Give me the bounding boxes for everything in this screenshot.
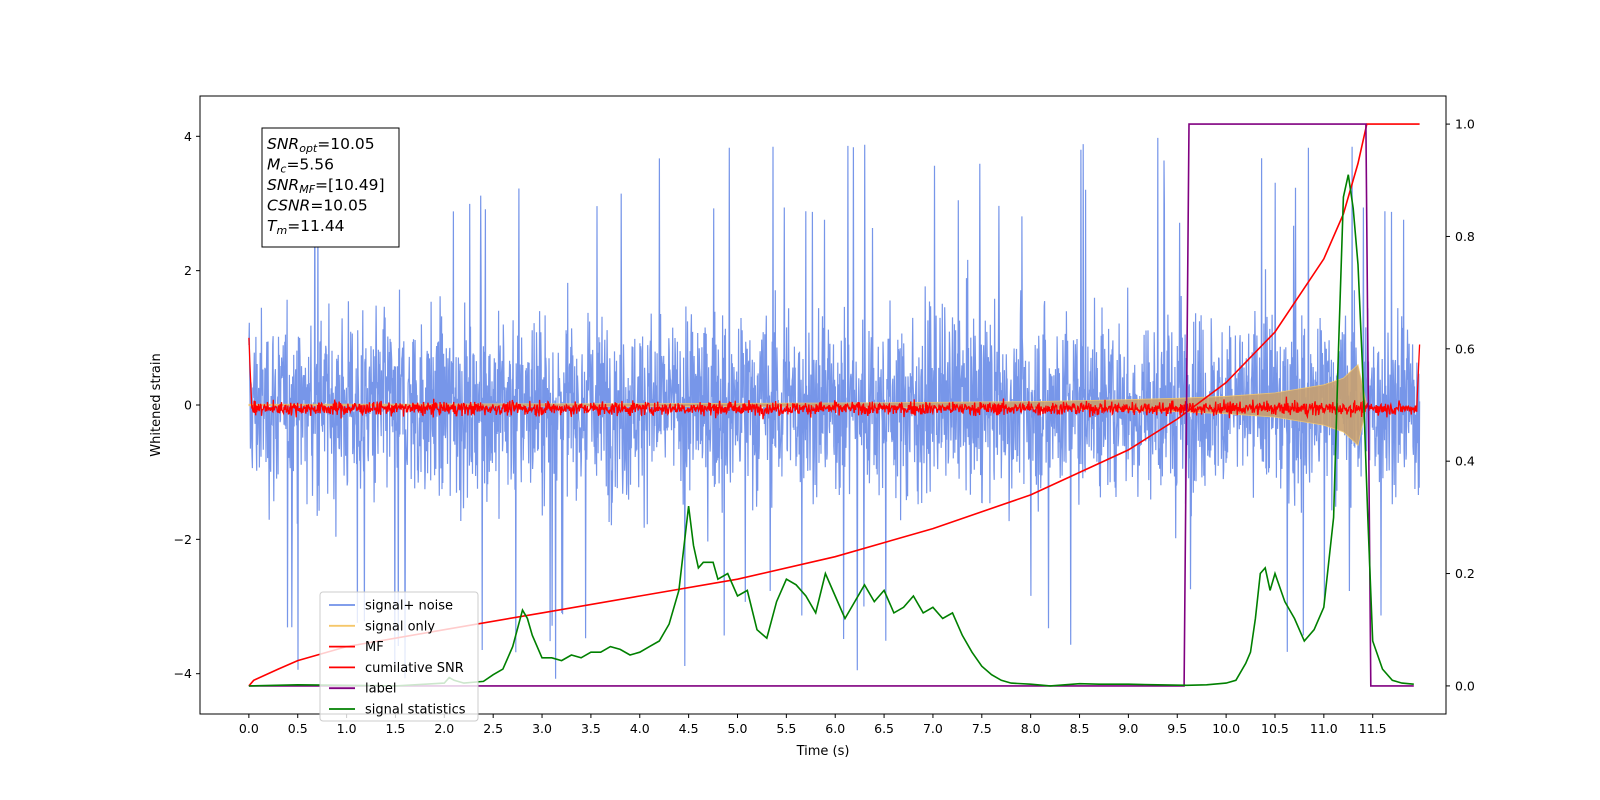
- x-tick-label: 6.5: [874, 721, 894, 736]
- series-signal-statistics: [248, 174, 1414, 687]
- x-tick-label: 10.0: [1212, 721, 1240, 736]
- x-tick-label: 2.0: [434, 721, 454, 736]
- y2-tick-label: 0.6: [1455, 341, 1475, 356]
- x-tick-label: 6.0: [825, 721, 845, 736]
- x-tick-label: 1.0: [337, 721, 357, 736]
- y-tick-label: 4: [184, 129, 192, 144]
- y2-tick-label: 0.2: [1455, 566, 1475, 581]
- legend-label: cumilative SNR: [365, 661, 464, 676]
- annotation-line: Tm=11.44: [267, 217, 345, 237]
- y2-tick-label: 0.0: [1455, 678, 1475, 693]
- y2-tick-label: 0.8: [1455, 229, 1475, 244]
- y-tick-label: −2: [174, 532, 192, 547]
- annotation-line: SNRMF=[10.49]: [267, 176, 385, 196]
- y2-tick-label: 0.4: [1455, 454, 1475, 469]
- legend: signal+ noise signal only MF cumilative SNR…: [319, 591, 479, 722]
- y-tick-label: 2: [184, 263, 192, 278]
- x-tick-label: 8.5: [1070, 721, 1090, 736]
- y-axis-label: Whitened strain: [149, 353, 164, 456]
- y2-tick-label: 1.0: [1455, 117, 1475, 132]
- legend-frame: [319, 591, 479, 722]
- y-tick-label: −4: [174, 666, 192, 681]
- y-tick-label: 0: [184, 398, 192, 413]
- x-tick-label: 7.5: [972, 721, 992, 736]
- plot-area: [248, 123, 1421, 687]
- x-tick-label: 1.5: [386, 721, 406, 736]
- series-label: [248, 123, 1414, 687]
- x-tick-label: 2.5: [483, 721, 503, 736]
- x-tick-label: 9.0: [1118, 721, 1138, 736]
- annotation-line: CSNR=10.05: [267, 197, 368, 215]
- annotation-line: SNRopt=10.05: [267, 135, 375, 155]
- x-axis-label: Time (s): [796, 744, 850, 759]
- series-mf: [248, 337, 1421, 420]
- annotation-line: Mc=5.56: [267, 156, 334, 176]
- x-tick-label: 11.0: [1310, 721, 1338, 736]
- x-tick-label: 7.0: [923, 721, 943, 736]
- legend-label: label: [365, 682, 396, 697]
- x-tick-label: 5.5: [776, 721, 796, 736]
- legend-label: MF: [365, 640, 384, 655]
- x-tick-label: 0.5: [288, 721, 308, 736]
- axes: 0.0 0.5 1.0 1.5 2.0 2.5 3.0 3.5 4.0 4.5 5.0 5.5 6.0 6…: [174, 117, 1475, 736]
- annotation-box-frame: [261, 127, 400, 248]
- x-tick-label: 0.0: [239, 721, 259, 736]
- x-tick-label: 10.5: [1261, 721, 1289, 736]
- x-tick-label: 3.0: [532, 721, 552, 736]
- stats-annotation-box: SNRopt=10.05Mc=5.56SNRMF=[10.49]CSNR=10.…: [261, 127, 400, 248]
- x-tick-label: 3.5: [581, 721, 601, 736]
- legend-label: signal statistics: [365, 703, 466, 718]
- legend-label: signal only: [365, 619, 435, 634]
- x-tick-label: 4.5: [679, 721, 699, 736]
- legend-label: signal+ noise: [365, 599, 453, 614]
- x-tick-label: 4.0: [630, 721, 650, 736]
- x-tick-label: 8.0: [1021, 721, 1041, 736]
- x-tick-label: 11.5: [1359, 721, 1387, 736]
- x-tick-label: 9.5: [1167, 721, 1187, 736]
- x-tick-label: 5.0: [728, 721, 748, 736]
- series-cumulative-snr: [248, 123, 1420, 687]
